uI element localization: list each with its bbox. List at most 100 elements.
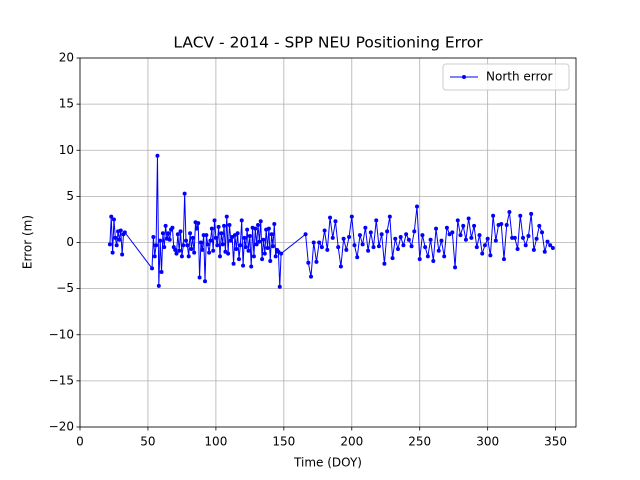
data-point (185, 243, 190, 248)
data-point (534, 236, 539, 241)
data-point (363, 225, 368, 230)
data-point (245, 227, 250, 232)
data-point (314, 259, 319, 264)
data-point (328, 215, 333, 220)
data-point (261, 237, 266, 242)
data-point (211, 248, 216, 253)
data-point (158, 238, 163, 243)
data-point (170, 225, 175, 230)
data-point (175, 232, 180, 237)
data-point (178, 229, 183, 234)
data-point (207, 250, 212, 255)
data-point (254, 242, 259, 247)
data-point (113, 235, 118, 240)
data-point (160, 231, 165, 236)
data-point (311, 240, 316, 245)
data-point (189, 246, 194, 251)
data-point (110, 250, 115, 255)
data-point (118, 228, 123, 233)
data-point (442, 254, 447, 259)
legend-box (442, 63, 570, 91)
data-point (461, 223, 466, 228)
data-point (268, 258, 273, 263)
data-point (374, 218, 379, 223)
data-point (190, 235, 195, 240)
data-point (382, 261, 387, 266)
data-point (349, 214, 354, 219)
x-tick-label: 350 (544, 435, 567, 449)
data-point (453, 265, 458, 270)
data-point (341, 236, 346, 241)
data-point (226, 251, 231, 256)
data-point (111, 217, 116, 222)
data-point (208, 238, 213, 243)
data-point (474, 245, 479, 250)
data-point (398, 234, 403, 239)
data-point (537, 223, 542, 228)
data-point (122, 230, 127, 235)
data-point (246, 248, 251, 253)
data-point (387, 214, 392, 219)
data-point (270, 244, 275, 249)
x-axis-label: Time (DOY) (293, 456, 362, 470)
data-point (243, 245, 248, 250)
data-point (162, 245, 167, 250)
data-point (235, 231, 240, 236)
data-point (406, 237, 411, 242)
data-point (234, 246, 239, 251)
data-point (166, 231, 171, 236)
data-point (273, 254, 278, 259)
data-point (379, 232, 384, 237)
data-point (491, 213, 496, 218)
data-point (420, 233, 425, 238)
data-point (154, 243, 159, 248)
data-point (279, 251, 284, 256)
data-point (458, 233, 463, 238)
data-point (317, 240, 322, 245)
data-point (258, 219, 263, 224)
data-point (114, 243, 119, 248)
data-point (385, 229, 390, 234)
data-point (480, 251, 485, 256)
data-point (450, 230, 455, 235)
data-point (336, 245, 341, 250)
data-point (488, 253, 493, 258)
data-point (216, 224, 221, 229)
data-point (163, 223, 168, 228)
data-point (444, 225, 449, 230)
data-point (152, 254, 157, 259)
data-point (227, 222, 232, 227)
data-point (409, 244, 414, 249)
data-point (529, 211, 534, 216)
data-point (466, 216, 471, 221)
data-point (251, 254, 256, 259)
data-point (109, 214, 114, 219)
data-point (306, 260, 311, 265)
data-point (182, 191, 187, 196)
data-point (330, 235, 335, 240)
data-point (393, 236, 398, 241)
data-point (434, 226, 439, 231)
data-point (548, 243, 553, 248)
data-point (360, 242, 365, 247)
data-point (515, 246, 520, 251)
data-point (322, 228, 327, 233)
data-point (338, 264, 343, 269)
data-point (265, 246, 270, 251)
data-point (151, 234, 156, 239)
x-tick-label: 100 (204, 435, 227, 449)
data-point (266, 226, 271, 231)
data-point (501, 257, 506, 262)
data-point (173, 247, 178, 252)
data-point (357, 233, 362, 238)
data-point (256, 222, 261, 227)
chart-title: LACV - 2014 - SPP NEU Positioning Error (173, 34, 483, 52)
data-point (436, 248, 441, 253)
y-tick-label: −20 (49, 420, 74, 434)
data-point (319, 245, 324, 250)
data-point (507, 210, 512, 215)
y-tick-label: 15 (59, 97, 74, 111)
data-point (120, 252, 125, 257)
data-point (540, 230, 545, 235)
